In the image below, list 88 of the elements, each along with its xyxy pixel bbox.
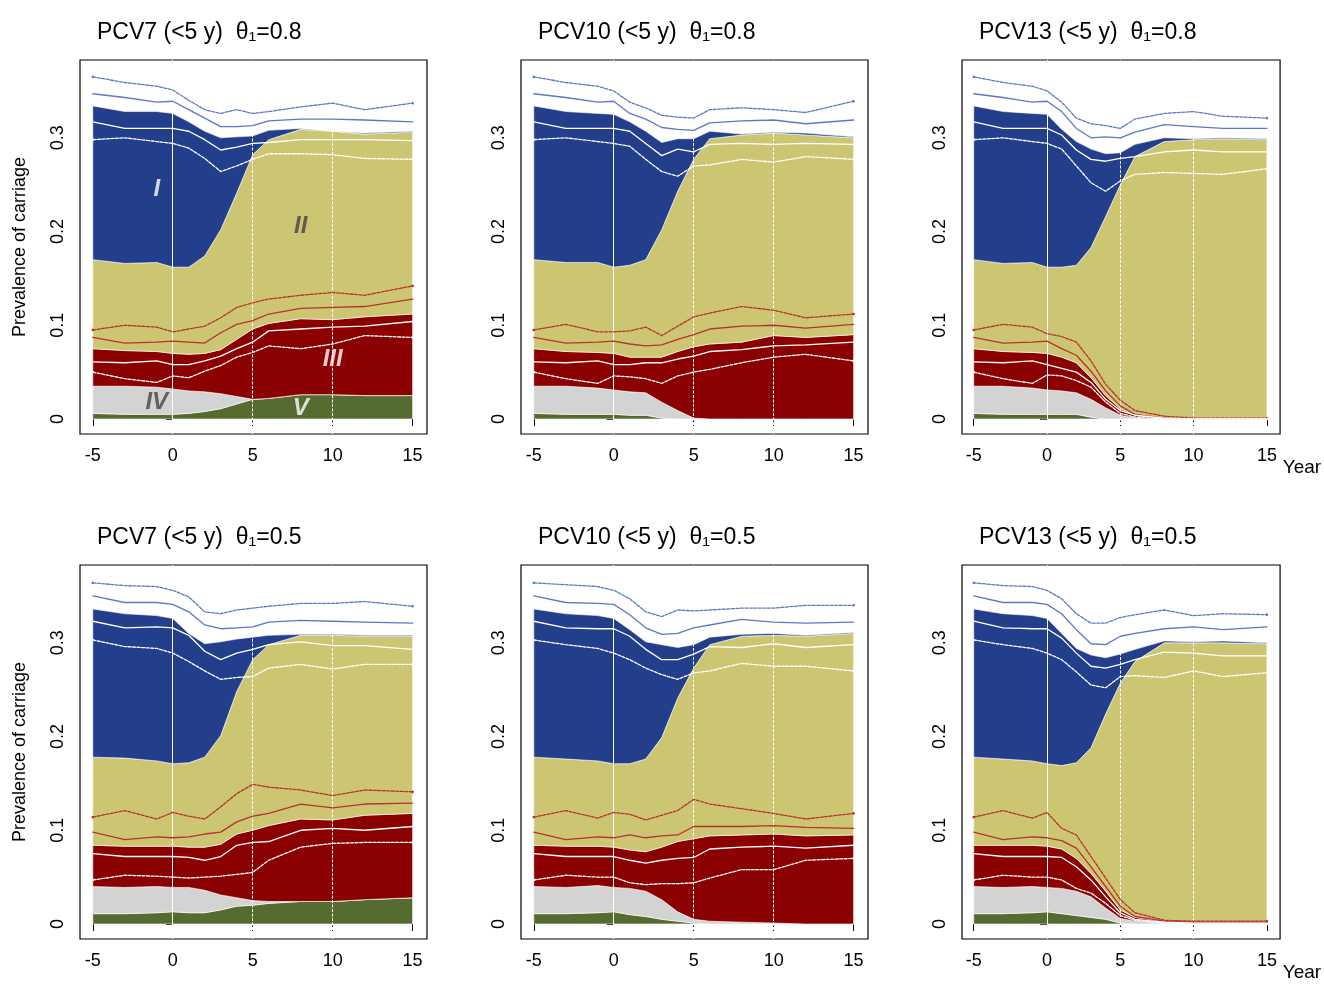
line-series xyxy=(533,76,855,119)
y-tick-label: 0.1 xyxy=(929,817,949,843)
x-tick-label: 5 xyxy=(688,445,699,465)
y-tick-label: 0.3 xyxy=(929,125,949,151)
line-series xyxy=(973,595,1268,646)
x-axis-title: Year xyxy=(1282,961,1322,982)
line-series xyxy=(92,595,414,630)
line-series xyxy=(973,93,1268,139)
x-tick-label: 10 xyxy=(763,950,784,970)
chart-title: PCV7 (<5 y) θ₁=0.5 xyxy=(97,522,302,549)
line-series xyxy=(92,285,414,333)
y-tick-label: 0 xyxy=(47,413,67,425)
x-tick-label: 0 xyxy=(608,950,619,970)
y-tick-label: 0.2 xyxy=(929,724,949,750)
x-tick-label: 15 xyxy=(843,445,864,465)
y-tick-label: 0 xyxy=(488,918,508,930)
x-tick-label: 5 xyxy=(688,950,699,970)
x-tick-label: 5 xyxy=(1115,950,1126,970)
x-tick-label: 15 xyxy=(402,445,423,465)
x-tick-label: 5 xyxy=(1115,445,1126,465)
line-series xyxy=(973,76,1268,130)
x-tick-label: -5 xyxy=(84,950,101,970)
y-tick-label: 0.1 xyxy=(488,817,508,843)
line-series xyxy=(533,595,855,636)
x-tick-label: 15 xyxy=(1256,445,1277,465)
y-tick-label: 0.3 xyxy=(929,630,949,656)
x-tick-label: 0 xyxy=(1042,445,1053,465)
x-tick-label: 5 xyxy=(247,950,258,970)
x-tick-label: -5 xyxy=(965,950,982,970)
line-series xyxy=(92,93,414,128)
chart-title: PCV13 (<5 y) θ₁=0.8 xyxy=(979,17,1197,44)
line-series xyxy=(533,305,855,337)
x-tick-label: 0 xyxy=(167,950,178,970)
line-series xyxy=(92,802,414,841)
y-tick-label: 0.1 xyxy=(47,312,67,338)
y-tick-label: 0.3 xyxy=(47,630,67,656)
series-label: IV xyxy=(145,387,171,415)
x-tick-label: 5 xyxy=(247,445,258,465)
y-tick-label: 0.3 xyxy=(488,125,508,151)
x-tick-label: 0 xyxy=(1042,950,1053,970)
y-tick-label: 0.2 xyxy=(488,724,508,750)
x-tick-label: 15 xyxy=(843,950,864,970)
y-tick-label: 0.3 xyxy=(47,125,67,151)
y-tick-label: 0.2 xyxy=(47,724,67,750)
y-tick-label: 0.2 xyxy=(929,219,949,245)
x-tick-label: -5 xyxy=(525,445,542,465)
x-tick-label: 10 xyxy=(1183,950,1204,970)
y-tick-label: 0.2 xyxy=(47,219,67,245)
chart-title: PCV7 (<5 y) θ₁=0.8 xyxy=(97,17,302,44)
x-tick-label: 0 xyxy=(608,445,619,465)
x-tick-label: 10 xyxy=(763,445,784,465)
y-tick-label: 0.1 xyxy=(929,312,949,338)
x-tick-label: -5 xyxy=(525,950,542,970)
x-tick-label: 10 xyxy=(1183,445,1204,465)
y-axis-title: Prevalence of carriage xyxy=(9,156,29,338)
x-tick-label: -5 xyxy=(84,445,101,465)
line-series xyxy=(92,783,414,820)
series-label: II xyxy=(294,210,309,238)
x-axis-title: Year xyxy=(1282,456,1322,477)
x-tick-label: 15 xyxy=(402,950,423,970)
line-series xyxy=(533,582,855,618)
line-series xyxy=(533,798,855,821)
line-series xyxy=(92,582,414,615)
y-tick-label: 0.3 xyxy=(488,630,508,656)
line-series xyxy=(92,298,414,344)
x-tick-label: -5 xyxy=(965,445,982,465)
x-tick-label: 10 xyxy=(322,950,343,970)
chart-title: PCV13 (<5 y) θ₁=0.5 xyxy=(979,522,1197,549)
x-tick-label: 10 xyxy=(322,445,343,465)
series-label: V xyxy=(292,393,311,421)
line-series xyxy=(533,93,855,131)
chart-title: PCV10 (<5 y) θ₁=0.5 xyxy=(538,522,756,549)
line-series xyxy=(973,582,1268,624)
x-tick-label: 15 xyxy=(1256,950,1277,970)
y-tick-label: 0 xyxy=(929,413,949,425)
y-tick-label: 0 xyxy=(929,918,949,930)
line-series xyxy=(533,824,855,841)
y-axis-title: Prevalence of carriage xyxy=(9,661,29,843)
series-label: I xyxy=(153,173,162,201)
y-tick-label: 0.1 xyxy=(488,312,508,338)
x-tick-label: 0 xyxy=(167,445,178,465)
y-tick-label: 0 xyxy=(47,918,67,930)
line-series xyxy=(533,323,855,347)
chart-title: PCV10 (<5 y) θ₁=0.8 xyxy=(538,17,756,44)
y-tick-label: 0.1 xyxy=(47,817,67,843)
y-tick-label: 0 xyxy=(488,413,508,425)
y-tick-label: 0.2 xyxy=(488,219,508,245)
line-series xyxy=(92,76,414,115)
